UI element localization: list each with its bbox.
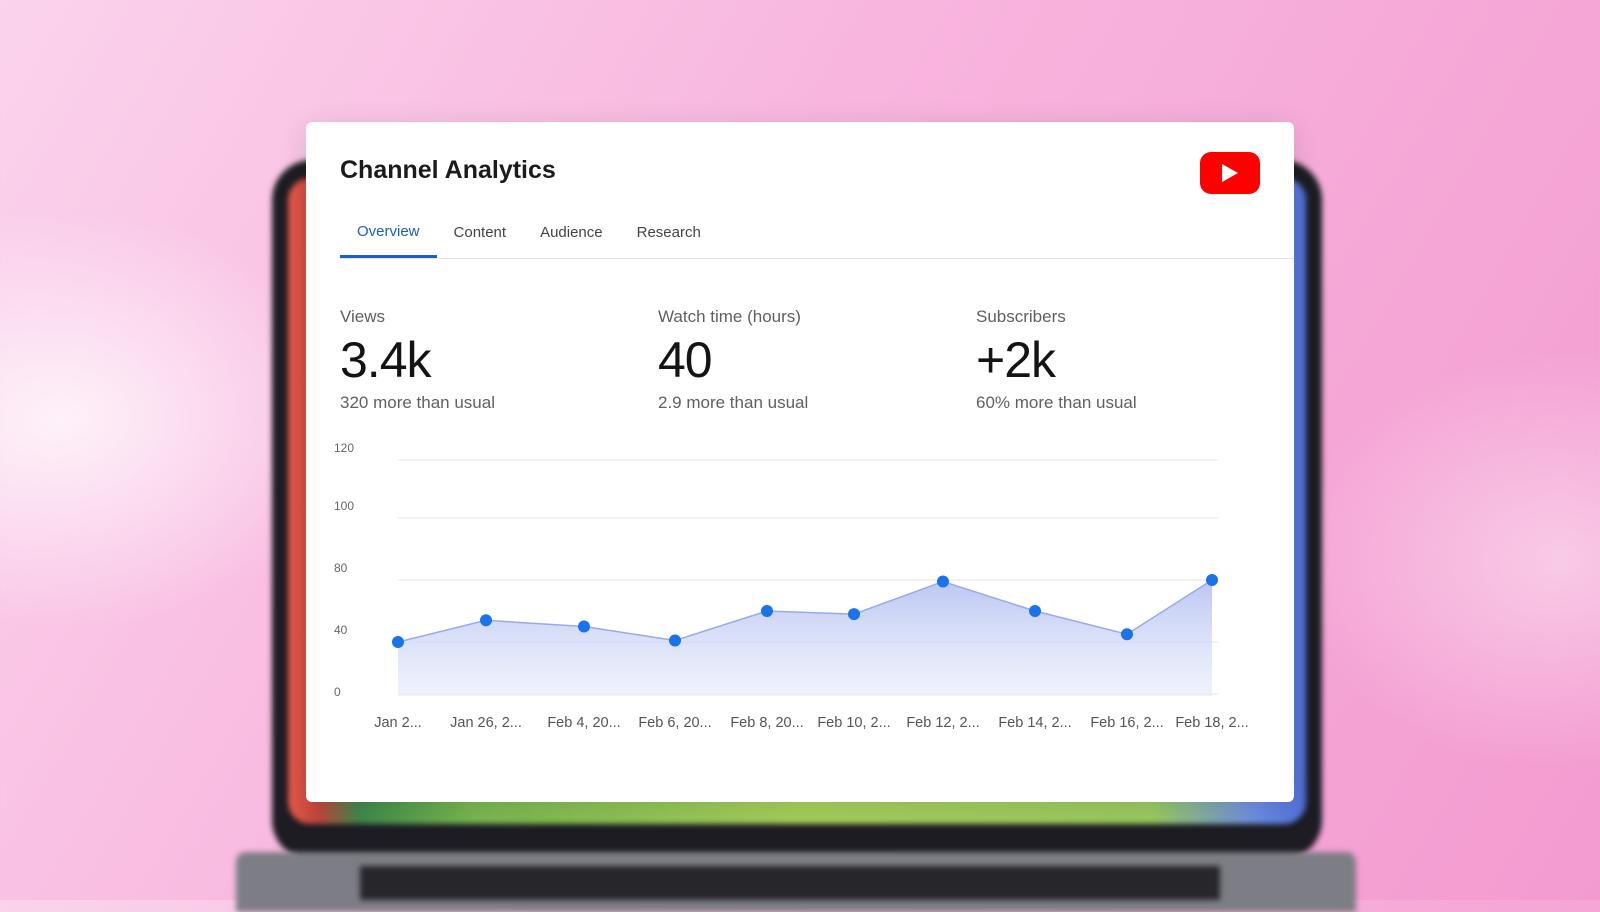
- chart-area: [397, 579, 1213, 696]
- tab-content[interactable]: Content: [453, 224, 507, 241]
- tab-research[interactable]: Research: [636, 224, 701, 241]
- y-tick-label: 80: [334, 561, 348, 575]
- chart-points: [392, 574, 1218, 648]
- tab-bar: Overview Content Audience Research: [340, 208, 1294, 259]
- tab-overview[interactable]: Overview: [340, 208, 437, 258]
- youtube-logo-icon: [1200, 152, 1260, 194]
- views-area-chart: 0 40 80 100 120 Jan 2... Jan 26, 2... Feb 4, 2…: [334, 442, 1249, 731]
- x-tick-label: Feb 18, 2...: [1175, 715, 1248, 731]
- metric-views: Views 3.4k 320 more than usual: [340, 306, 640, 414]
- data-point[interactable]: [848, 608, 860, 621]
- metric-change: 2.9 more than usual: [658, 393, 809, 412]
- y-axis: 0 40 80 100 120: [334, 442, 354, 699]
- area-fill: [398, 580, 1212, 696]
- x-tick-label: Feb 6, 20...: [638, 715, 711, 731]
- y-tick-label: 100: [334, 499, 354, 513]
- metric-value: 40: [658, 332, 713, 388]
- data-point[interactable]: [1029, 605, 1041, 617]
- x-tick-label: Feb 8, 20...: [730, 715, 803, 731]
- metrics-row: Views 3.4k 320 more than usual Watch tim…: [340, 306, 1270, 416]
- y-tick-label: 40: [334, 623, 348, 637]
- tab-audience[interactable]: Audience: [540, 224, 603, 241]
- metric-label: Watch time (hours): [658, 307, 801, 326]
- metric-value: 3.4k: [340, 332, 432, 388]
- x-tick-label: Feb 10, 2...: [817, 715, 890, 731]
- x-axis: Jan 2... Jan 26, 2... Feb 4, 20... Feb 6, 2…: [374, 715, 1248, 731]
- x-tick-label: Jan 2...: [374, 715, 422, 731]
- x-tick-label: Feb 4, 20...: [547, 715, 620, 731]
- data-point[interactable]: [1121, 628, 1133, 641]
- metric-label: Subscribers: [976, 307, 1066, 326]
- data-point[interactable]: [578, 620, 590, 633]
- metric-change: 60% more than usual: [976, 393, 1137, 412]
- data-point[interactable]: [480, 614, 492, 627]
- data-point[interactable]: [937, 575, 949, 588]
- metric-subscribers: Subscribers +2k 60% more than usual: [976, 306, 1276, 414]
- x-tick-label: Feb 16, 2...: [1090, 715, 1163, 731]
- metric-watch-time: Watch time (hours) 40 2.9 more than usua…: [658, 306, 958, 414]
- series-line: [397, 579, 1213, 643]
- x-tick-label: Feb 12, 2...: [906, 715, 979, 731]
- y-tick-label: 0: [334, 685, 341, 699]
- x-tick-label: Feb 14, 2...: [998, 715, 1071, 731]
- metric-value: +2k: [976, 332, 1056, 388]
- channel-analytics-card: Channel Analytics Overview Content Audie…: [306, 122, 1294, 802]
- metric-change: 320 more than usual: [340, 393, 495, 412]
- page-title: Channel Analytics: [340, 156, 556, 184]
- data-point[interactable]: [392, 636, 404, 648]
- data-point[interactable]: [1206, 574, 1218, 586]
- laptop-keyboard: [360, 866, 1220, 900]
- metric-label: Views: [340, 307, 386, 326]
- data-point[interactable]: [761, 605, 773, 617]
- play-icon: [1222, 164, 1238, 182]
- y-tick-label: 120: [334, 442, 354, 455]
- x-tick-label: Jan 26, 2...: [450, 715, 522, 731]
- data-point[interactable]: [669, 634, 681, 647]
